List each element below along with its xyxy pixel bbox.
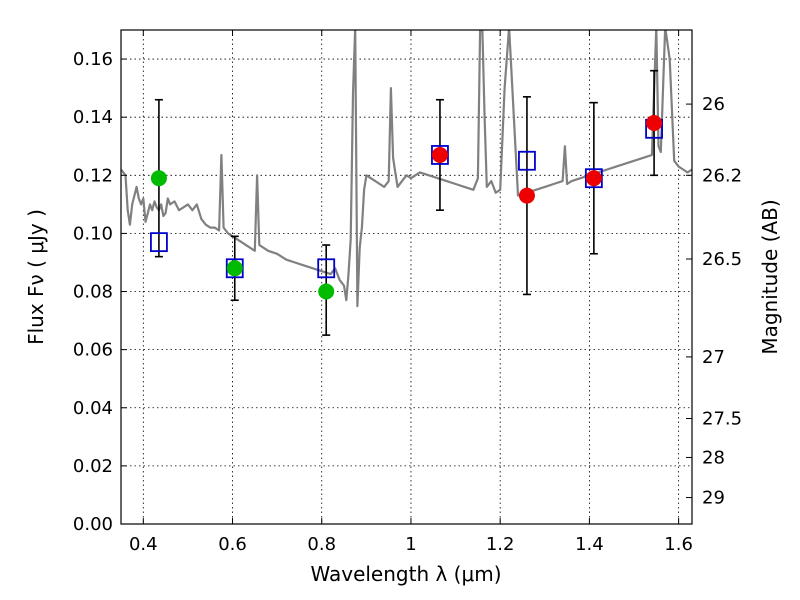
ticks: 0.4 0.6 0.8 1 1.2 1.4 1.6 0.00 0.02 0.04 0.06 0.08 0… — [73, 30, 742, 555]
y-tick-label: 0.14 — [73, 107, 113, 128]
model-flux-square — [150, 232, 168, 253]
spectrum-line — [121, 30, 692, 308]
x-axis-title: Wavelength λ (μm) — [310, 562, 501, 586]
y-tick-label: 0.02 — [73, 456, 113, 477]
y-tick-label: 0.00 — [73, 514, 113, 535]
model-flux-square — [518, 150, 536, 171]
x-tick-label: 1 — [405, 534, 416, 555]
x-tick-label: 1.2 — [486, 534, 515, 555]
magnitude-tick-label: 27 — [702, 347, 725, 368]
x-tick-label: 0.8 — [307, 534, 336, 555]
observed-flux-point — [585, 170, 602, 187]
y-tick-label: 0.04 — [73, 398, 113, 419]
x-tick-label: 0.4 — [129, 534, 158, 555]
observed-flux-point — [431, 146, 448, 163]
magnitude-tick-label: 26 — [702, 94, 725, 115]
magnitude-tick-label: 27.5 — [702, 409, 742, 430]
x-tick-label: 1.4 — [575, 534, 604, 555]
y-tick-label: 0.08 — [73, 282, 113, 303]
y-tick-label: 0.12 — [73, 165, 113, 186]
plot-area — [121, 30, 692, 336]
plot-frame — [120, 29, 693, 525]
y-tick-label: 0.10 — [73, 223, 113, 244]
observed-flux-point — [518, 187, 535, 204]
y-tick-label: 0.06 — [73, 340, 113, 361]
x-tick-label: 1.6 — [664, 534, 693, 555]
model-flux-square — [317, 258, 336, 279]
y-axis-title: Flux Fν ( μJy ) — [24, 209, 48, 345]
y-axis-right-title: Magnitude (AB) — [758, 199, 782, 354]
x-tick-label: 0.6 — [218, 534, 247, 555]
observed-flux-point — [226, 260, 243, 277]
magnitude-tick-label: 26.2 — [702, 165, 742, 186]
observed-flux-point — [150, 170, 167, 187]
y-tick-label: 0.16 — [73, 49, 113, 70]
magnitude-tick-label: 26.5 — [702, 249, 742, 270]
observed-flux-point — [646, 114, 663, 131]
observed-flux-point — [318, 283, 335, 300]
magnitude-tick-label: 29 — [702, 488, 725, 509]
magnitude-tick-label: 28 — [702, 447, 725, 468]
